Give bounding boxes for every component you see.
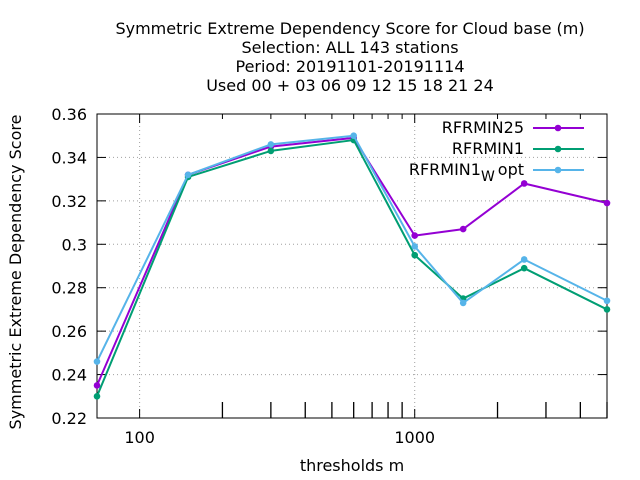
chart-title: Symmetric Extreme Dependency Score for C… xyxy=(115,19,584,95)
y-axis-label: Symmetric Extreme Dependency Score xyxy=(6,115,25,430)
x-axis-label: thresholds m xyxy=(300,456,404,475)
series xyxy=(93,132,611,400)
series-line-2 xyxy=(96,139,608,397)
legend-marker xyxy=(554,166,562,174)
legend-marker xyxy=(554,145,562,153)
y-tick-label: 0.26 xyxy=(51,322,87,341)
legend-label-text: RFRMIN1 xyxy=(409,160,481,179)
y-tick-label: 0.34 xyxy=(51,148,87,167)
data-point xyxy=(603,306,611,313)
title-line: Symmetric Extreme Dependency Score for C… xyxy=(115,19,584,38)
legend-label-subscript: W xyxy=(481,169,495,185)
data-point xyxy=(411,251,419,259)
y-tick-label: 0.36 xyxy=(51,105,87,124)
x-tick-label: 100 xyxy=(124,428,155,447)
data-point xyxy=(267,147,275,155)
data-point xyxy=(411,243,419,250)
data-point xyxy=(411,232,419,239)
legend-label-text: RFRMIN1 xyxy=(452,139,524,158)
plot-frame xyxy=(96,113,608,419)
grid xyxy=(97,114,607,418)
y-tick-label: 0.3 xyxy=(62,235,87,254)
data-point xyxy=(459,225,467,233)
data-point xyxy=(459,299,467,307)
data-point xyxy=(520,264,528,272)
y-tick-label: 0.24 xyxy=(51,366,87,385)
x-tick-label: 1000 xyxy=(394,428,435,447)
data-point xyxy=(184,171,192,179)
series-line-3 xyxy=(96,134,608,362)
legend-label: RFRMIN1 xyxy=(452,139,524,158)
legend-label: RFRMIN1W opt xyxy=(409,160,524,185)
legend-label-suffix: opt xyxy=(498,160,524,179)
data-point xyxy=(603,199,611,207)
y-tick-label: 0.28 xyxy=(51,279,87,298)
title-line: Used 00 + 03 06 09 12 15 18 21 24 xyxy=(206,76,494,95)
data-point xyxy=(520,256,528,263)
title-line: Selection: ALL 143 stations xyxy=(241,38,458,57)
legend-label-text: RFRMIN25 xyxy=(442,118,524,137)
legend-marker xyxy=(554,124,562,132)
data-point xyxy=(603,297,611,305)
axis-ticks: 0.22 0.24 0.26 0.28 0.3 0.32 0.34 0.36 100 1000 xyxy=(51,105,608,447)
data-point xyxy=(93,392,101,400)
legend-label: RFRMIN25 xyxy=(442,118,524,137)
data-point xyxy=(93,382,101,389)
data-point xyxy=(267,141,275,148)
title-line: Period: 20191101-20191114 xyxy=(235,57,464,76)
data-point xyxy=(350,132,357,140)
y-tick-label: 0.32 xyxy=(51,192,87,211)
y-tick-label: 0.22 xyxy=(51,409,87,428)
data-point xyxy=(520,180,528,187)
data-point xyxy=(93,358,101,365)
